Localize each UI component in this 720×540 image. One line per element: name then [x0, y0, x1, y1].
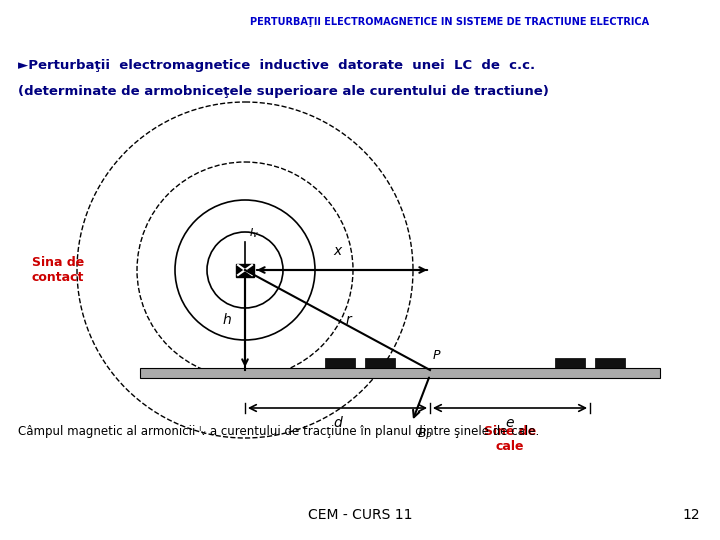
Text: e: e: [505, 416, 514, 430]
Text: (determinate de armobniceţele superioare ale curentului de tractiune): (determinate de armobniceţele superioare…: [18, 85, 549, 98]
Text: ►Perturbaţii  electromagnetice  inductive  datorate  unei  LC  de  c.c.: ►Perturbaţii electromagnetice inductive …: [18, 58, 535, 71]
Bar: [325, 358, 355, 368]
Text: Câmpul magnetic al armonicii ᴵᵥ a curentului de tracţiune în planul dintre şinel: Câmpul magnetic al armonicii ᴵᵥ a curent…: [18, 426, 539, 438]
Text: d: d: [333, 416, 342, 430]
Text: Sine de
cale: Sine de cale: [484, 425, 536, 453]
Bar: [595, 358, 625, 368]
Text: P: P: [433, 349, 441, 362]
Text: $I_v$: $I_v$: [249, 226, 259, 240]
Bar: [236, 264, 254, 276]
Text: $B_P$: $B_P$: [417, 427, 433, 442]
Text: CEM - CURS 11: CEM - CURS 11: [307, 508, 413, 522]
Bar: [555, 358, 585, 368]
Text: Sina de
contact: Sina de contact: [32, 256, 84, 284]
Text: PERTURBAŢII ELECTROMAGNETICE IN SISTEME DE TRACTIUNE ELECTRICA: PERTURBAŢII ELECTROMAGNETICE IN SISTEME …: [251, 17, 649, 27]
Bar: [140, 368, 660, 378]
Bar: [365, 358, 395, 368]
Text: r: r: [346, 313, 351, 327]
Text: x: x: [333, 244, 341, 258]
Text: h: h: [222, 313, 231, 327]
Text: 12: 12: [683, 508, 700, 522]
